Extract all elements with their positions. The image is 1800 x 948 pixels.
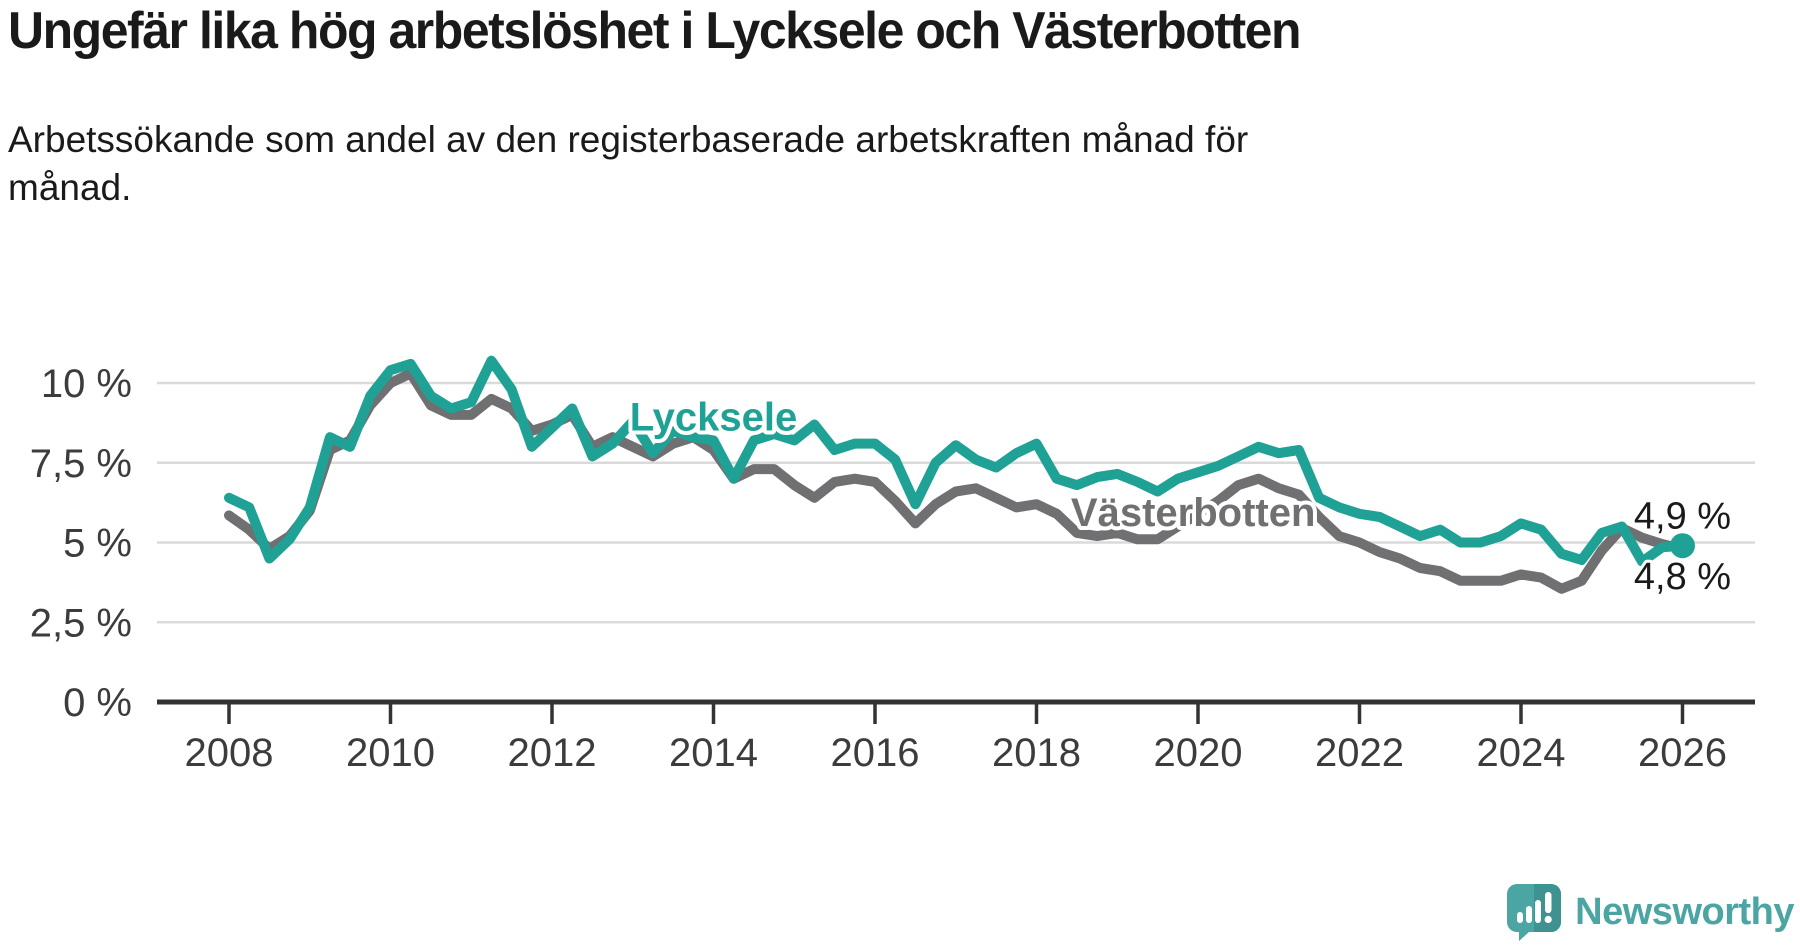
x-tick-label: 2008 (185, 731, 274, 775)
page-title: Ungefär lika hög arbetslöshet i Lycksele… (8, 2, 1301, 60)
end-value-label-västerbotten: 4,8 % (1634, 556, 1731, 598)
x-tick-label: 2026 (1638, 731, 1727, 775)
x-tick-label: 2018 (992, 731, 1081, 775)
x-tick-label: 2024 (1477, 731, 1566, 775)
x-tick-label: 2020 (1154, 731, 1243, 775)
newsworthy-logo-icon (1507, 884, 1562, 941)
series-label-västerbotten: Västerbotten (1071, 491, 1316, 535)
end-value-label-lycksele: 4,9 % (1634, 495, 1731, 537)
newsworthy-logo[interactable]: Newsworthy (1505, 882, 1794, 942)
series-line-lycksele (224, 355, 1688, 567)
x-tick-label: 2010 (346, 731, 435, 775)
y-tick-label: 0 % (63, 681, 132, 725)
x-tick-label: 2014 (669, 731, 758, 775)
series-label-lycksele: Lycksele (630, 395, 798, 439)
chart-subtitle: Arbetssökande som andel av den registerb… (8, 119, 1249, 208)
y-tick-label: 5 % (63, 522, 132, 566)
newsworthy-logo-text: Newsworthy (1575, 890, 1794, 933)
x-tick-label: 2016 (831, 731, 920, 775)
y-tick-label: 10 % (41, 362, 132, 406)
y-tick-label: 2,5 % (30, 601, 132, 645)
series-end-dot-lycksele (1670, 533, 1695, 559)
y-tick-label: 7,5 % (30, 442, 132, 486)
x-tick-label: 2022 (1315, 731, 1404, 775)
series-line-västerbotten (224, 368, 1688, 594)
x-tick-label: 2012 (508, 731, 597, 775)
